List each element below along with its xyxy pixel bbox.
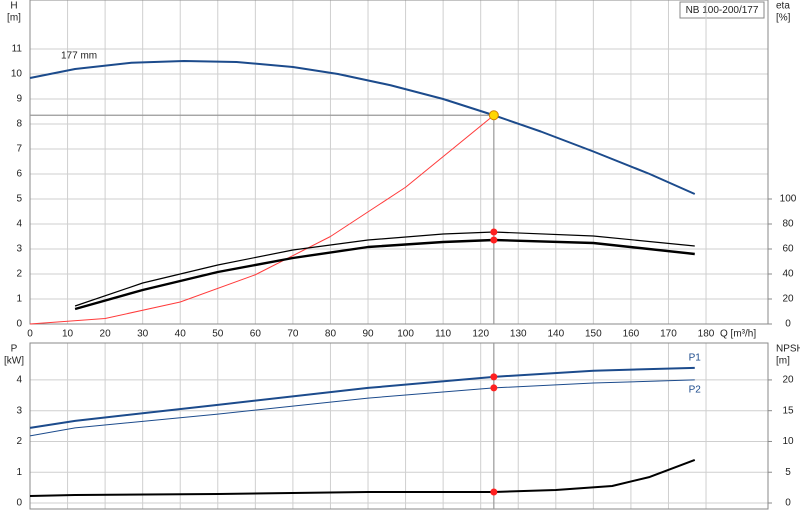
y2-tick-label: 0 [785,319,791,330]
y2-tick-label: 0 [785,498,791,509]
x-tick-label: 0 [27,329,33,340]
series-label: 177 mm [61,51,97,62]
y-tick-label: 5 [16,194,22,205]
y2-axis-label: eta [776,1,790,12]
x-tick-label: 60 [250,329,262,340]
series-label: P2 [689,385,702,396]
series-line [29,60,696,195]
series-line [29,114,495,325]
duty-point [488,110,499,121]
y-tick-label: 10 [11,69,23,80]
x-tick-label: 90 [362,329,374,340]
chart-title: NB 100-200/177 [686,5,759,16]
y2-axis-label: NPSH [776,344,800,355]
x-tick-label: 110 [435,329,451,340]
series-line [74,238,695,311]
duty-point [490,384,498,392]
x-tick-label: 160 [623,329,640,340]
y-axis-label: [m] [7,13,21,24]
x-tick-label: 10 [62,329,74,340]
duty-point [490,488,498,496]
duty-point [490,373,498,381]
title-box [679,1,765,19]
series-line [74,231,695,307]
y-tick-label: 4 [16,219,22,230]
y-axis-label: H [10,1,17,12]
plot-frame [29,342,769,510]
x-tick-label: 20 [100,329,112,340]
y2-axis-label: [m] [776,356,790,367]
y-tick-label: 11 [12,44,23,55]
y2-tick-label: 20 [782,294,794,305]
duty-point [490,236,498,244]
y-tick-label: 9 [16,94,22,105]
y-tick-label: 1 [16,467,22,478]
x-tick-label: 80 [325,329,337,340]
y-axis-label: [kW] [4,356,24,367]
plot-frame [29,0,769,325]
x-tick-label: 50 [212,329,224,340]
x-tick-label: 180 [698,329,715,340]
x-tick-label: 140 [547,329,564,340]
x-tick-label: 120 [472,329,489,340]
y-tick-label: 3 [16,244,22,255]
x-tick-label: 30 [137,329,149,340]
x-axis-label: Q [m³/h] [720,329,756,340]
series-line [29,366,695,429]
series-label: P1 [689,353,702,364]
x-tick-label: 150 [585,329,602,340]
y-tick-label: 1 [16,294,22,305]
y2-tick-label: 10 [782,436,794,447]
y-tick-label: 7 [16,144,22,155]
duty-point [490,228,498,236]
y-tick-label: 0 [16,498,22,509]
y-tick-label: 3 [16,405,22,416]
y-tick-label: 8 [16,119,22,130]
y2-tick-label: 5 [785,467,791,478]
x-tick-label: 100 [397,329,414,340]
y2-axis-label: [%] [776,13,791,24]
x-tick-label: 170 [660,329,677,340]
y2-tick-label: 40 [782,269,794,280]
x-tick-label: 130 [510,329,527,340]
x-tick-label: 70 [287,329,299,340]
series-line [29,379,695,437]
y-axis-label: P [11,344,18,355]
y-tick-label: 0 [16,319,22,330]
y-tick-label: 2 [16,269,22,280]
y2-tick-label: 80 [782,219,794,230]
y2-tick-label: 20 [782,375,794,386]
y2-tick-label: 15 [782,405,794,416]
x-tick-label: 40 [175,329,187,340]
y2-tick-label: 100 [780,194,797,205]
y-tick-label: 2 [16,436,22,447]
y-tick-label: 4 [16,375,22,386]
y-tick-label: 6 [16,169,22,180]
y2-tick-label: 60 [782,244,794,255]
